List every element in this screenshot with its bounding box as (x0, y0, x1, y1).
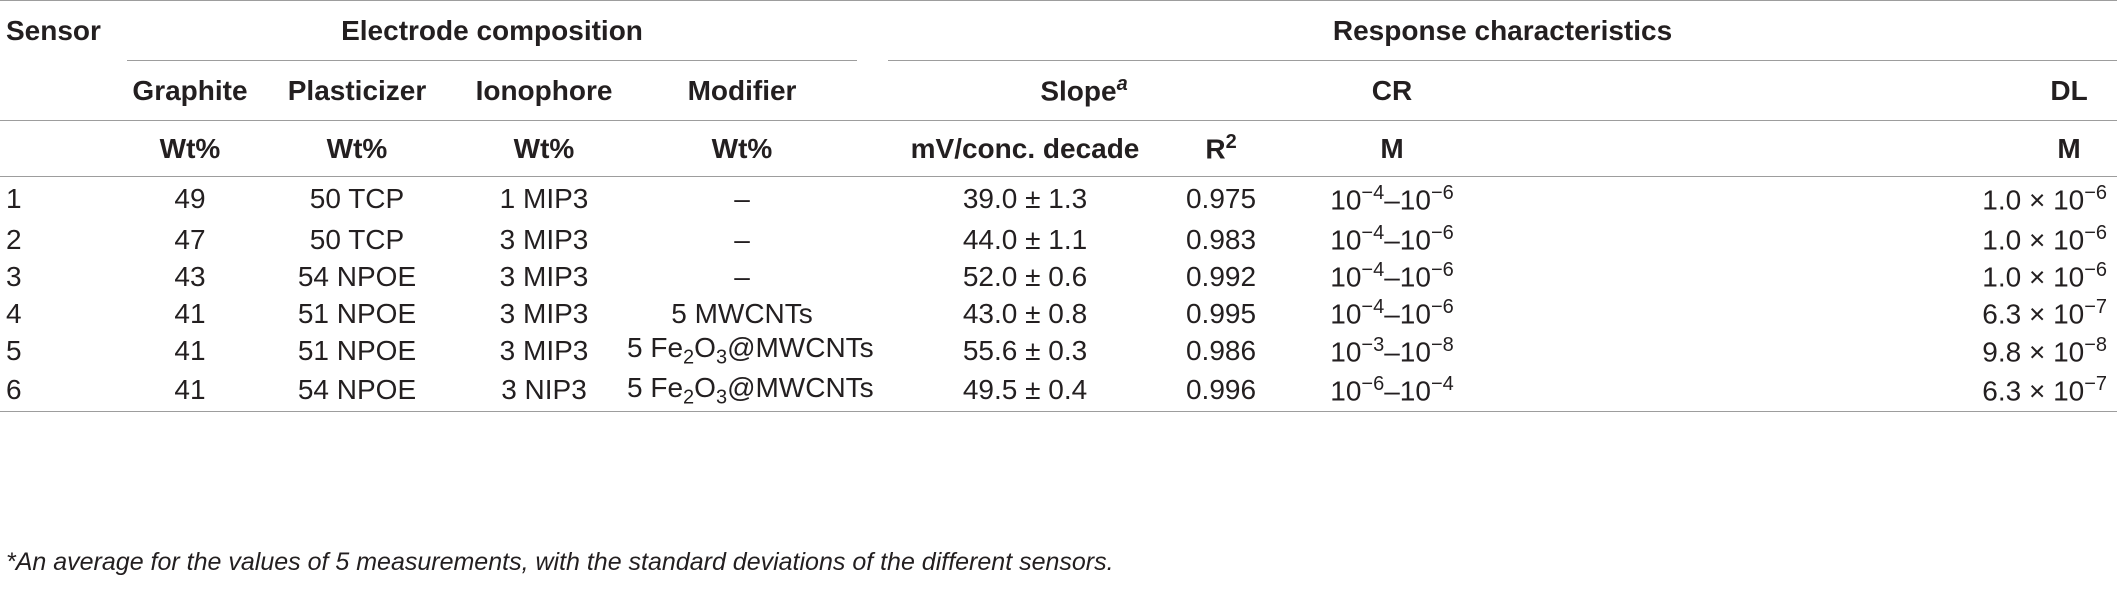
table-footnote: *An average for the values of 5 measurem… (6, 548, 1114, 576)
table-row: 5 41 51 NPOE 3 MIP3 5 Fe2O3@MWCNTs 55.6 … (0, 332, 2117, 370)
cell-ionophore: 3 MIP3 (499, 260, 589, 292)
cell-dl: 1.0 × 10−6 (1982, 181, 2108, 216)
cell-plasticizer: 51 NPOE (297, 334, 417, 366)
cell-modifier: 5 MWCNTs (671, 297, 813, 329)
cell-r2: 0.995 (1185, 297, 1257, 329)
cell-r2: 0.996 (1162, 369, 1281, 413)
cell-cr: 10−4–10−6 (1330, 181, 1454, 216)
cell-graphite: 41 (127, 369, 253, 413)
cell-modifier: 5 Fe2O3@MWCNTs (627, 332, 874, 369)
cell-plasticizer: 54 NPOE (253, 369, 461, 413)
table-row: 4 41 51 NPOE 3 MIP3 5 MWCNTs 43.0 ± 0.8 … (0, 295, 2117, 332)
cell-r2: 0.983 (1185, 223, 1257, 255)
cell-graphite: 41 (174, 334, 206, 366)
unit-dl: M (1504, 120, 2117, 177)
cell-cr: 10−3–10−8 (1330, 333, 1454, 367)
cell-slope: 43.0 ± 0.8 (962, 297, 1088, 329)
unit-dl-label: M (2057, 132, 2081, 164)
cell-graphite: 43 (174, 260, 206, 292)
cell-dl: 1.0 × 10−6 (1982, 222, 2108, 256)
unit-slope: mV/conc. decade (910, 132, 1140, 164)
cell-modifier: 5 Fe2O3@MWCNTs (627, 369, 874, 413)
cell-sensor: 3 (6, 260, 22, 292)
unit-modifier: Wt% (627, 120, 858, 177)
table-row: 6 41 54 NPOE 3 NIP3 5 Fe2O3@MWCNTs 49.5 … (0, 369, 2117, 413)
cell-plasticizer: 50 TCP (309, 223, 405, 255)
cell-dl: 6.3 × 10−7 (1982, 296, 2108, 330)
header-response-characteristics: Response characteristics (888, 0, 2117, 61)
cell-slope: 49.5 ± 0.4 (888, 369, 1163, 413)
header-slope-superscript: a (1116, 73, 1128, 96)
cell-sensor: 2 (6, 223, 22, 255)
cell-ionophore: 3 MIP3 (499, 334, 589, 366)
unit-r2-superscript: 2 (1225, 131, 1237, 154)
sensor-table: Sensor Electrode composition Response ch… (0, 0, 2117, 413)
cell-slope: 52.0 ± 0.6 (962, 260, 1088, 292)
table-row: 2 47 50 TCP 3 MIP3 – 44.0 ± 1.1 0.983 10… (0, 221, 2117, 258)
header-dl: DL (1504, 61, 2117, 121)
cell-slope: 39.0 ± 1.3 (962, 183, 1088, 214)
cell-cr: 10−4–10−6 (1330, 259, 1454, 293)
header-slope: Slopea (888, 60, 1281, 121)
unit-cr: M (1280, 120, 1505, 177)
header-row-units: Wt% Wt% Wt% Wt% mV/conc. decade R2 M M (0, 120, 2117, 177)
header-graphite: Graphite (132, 74, 248, 106)
cell-graphite: 41 (174, 297, 206, 329)
cell-graphite: 49 (174, 183, 206, 214)
cell-plasticizer: 51 NPOE (297, 297, 417, 329)
cell-slope: 44.0 ± 1.1 (962, 223, 1088, 255)
header-modifier: Modifier (687, 74, 797, 106)
cell-cr: 10−6–10−4 (1280, 369, 1505, 413)
cell-slope: 55.6 ± 0.3 (962, 334, 1088, 366)
cell-sensor: 1 (6, 183, 22, 214)
cell-sensor: 6 (0, 369, 127, 413)
cell-modifier: – (734, 223, 750, 255)
cell-graphite: 47 (174, 223, 206, 255)
unit-graphite: Wt% (127, 120, 253, 177)
header-slope-label: Slope (1040, 75, 1117, 107)
cell-dl: 1.0 × 10−6 (1982, 259, 2108, 293)
table-row: 3 43 54 NPOE 3 MIP3 – 52.0 ± 0.6 0.992 1… (0, 258, 2117, 295)
header-cr: CR (1371, 74, 1413, 106)
header-electrode-composition: Electrode composition (127, 0, 858, 61)
cell-ionophore: 3 MIP3 (499, 223, 589, 255)
unit-r2: R2 (1162, 121, 1280, 177)
cell-plasticizer: 54 NPOE (297, 260, 417, 292)
header-gap (857, 1, 888, 61)
cell-plasticizer: 50 TCP (309, 183, 405, 214)
cell-modifier: – (734, 260, 750, 292)
header-row-1: Sensor Electrode composition Response ch… (0, 0, 2117, 61)
cell-sensor: 4 (6, 297, 22, 329)
cell-sensor: 5 (6, 334, 22, 366)
header-plasticizer: Plasticizer (287, 74, 427, 106)
cell-cr: 10−4–10−6 (1330, 296, 1454, 330)
cell-r2: 0.986 (1185, 334, 1257, 366)
cell-modifier: – (734, 183, 750, 214)
unit-ionophore: Wt% (461, 120, 627, 177)
cell-r2: 0.992 (1185, 260, 1257, 292)
unit-plasticizer: Wt% (253, 120, 461, 177)
cell-dl: 9.8 × 10−8 (1982, 333, 2108, 367)
header-ionophore: Ionophore (475, 74, 613, 106)
cell-ionophore: 3 NIP3 (461, 369, 627, 413)
header-dl-label: DL (2050, 74, 2088, 106)
cell-ionophore: 3 MIP3 (499, 297, 589, 329)
cell-cr: 10−4–10−6 (1330, 222, 1454, 256)
cell-dl: 6.3 × 10−7 (1504, 369, 2117, 413)
header-row-2: Graphite Plasticizer Ionophore Modifier … (0, 60, 2117, 121)
table-row: 1 49 50 TCP 1 MIP3 – 39.0 ± 1.3 0.975 10… (0, 177, 2117, 221)
header-sensor: Sensor (6, 14, 101, 46)
cell-ionophore: 1 MIP3 (499, 183, 589, 214)
cell-r2: 0.975 (1185, 183, 1257, 214)
unit-r2-base: R (1205, 133, 1226, 165)
